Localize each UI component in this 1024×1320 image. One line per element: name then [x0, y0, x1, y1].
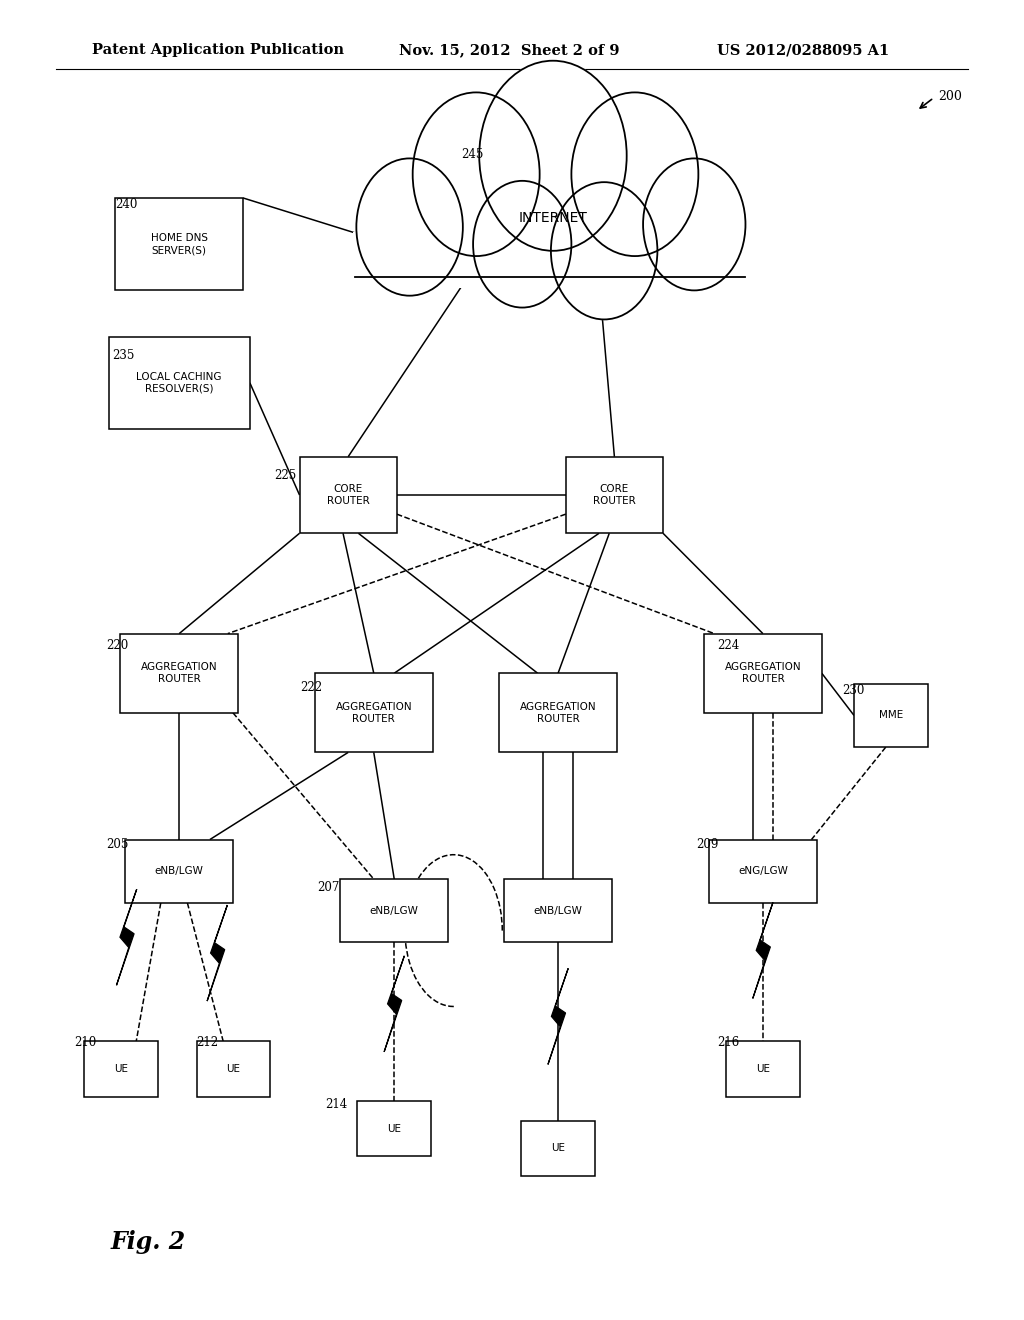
Text: UE: UE	[114, 1064, 128, 1074]
Circle shape	[356, 158, 463, 296]
FancyBboxPatch shape	[84, 1041, 158, 1097]
Text: UE: UE	[387, 1123, 401, 1134]
Polygon shape	[384, 956, 404, 1052]
Text: INTERNET: INTERNET	[518, 211, 588, 224]
Polygon shape	[548, 969, 568, 1064]
Circle shape	[479, 61, 627, 251]
FancyBboxPatch shape	[300, 457, 397, 533]
Text: eNG/LGW: eNG/LGW	[738, 866, 787, 876]
Text: 220: 220	[106, 639, 129, 652]
Text: AGGREGATION
ROUTER: AGGREGATION ROUTER	[336, 702, 412, 723]
Text: UE: UE	[551, 1143, 565, 1154]
Text: eNB/LGW: eNB/LGW	[370, 906, 419, 916]
Text: CORE
ROUTER: CORE ROUTER	[327, 484, 370, 506]
FancyBboxPatch shape	[340, 879, 449, 942]
Text: UE: UE	[756, 1064, 770, 1074]
Text: 212: 212	[197, 1036, 219, 1049]
FancyBboxPatch shape	[121, 634, 238, 713]
Text: AGGREGATION
ROUTER: AGGREGATION ROUTER	[141, 663, 217, 684]
Text: US 2012/0288095 A1: US 2012/0288095 A1	[717, 44, 889, 57]
FancyBboxPatch shape	[709, 840, 817, 903]
Text: LOCAL CACHING
RESOLVER(S): LOCAL CACHING RESOLVER(S)	[136, 372, 222, 393]
FancyBboxPatch shape	[357, 1101, 431, 1156]
FancyBboxPatch shape	[521, 1121, 595, 1176]
Text: 240: 240	[115, 198, 137, 211]
Text: AGGREGATION
ROUTER: AGGREGATION ROUTER	[725, 663, 801, 684]
Text: 235: 235	[113, 348, 135, 362]
FancyBboxPatch shape	[854, 684, 928, 747]
Polygon shape	[207, 906, 227, 1001]
Text: 200: 200	[938, 90, 962, 103]
Circle shape	[473, 181, 571, 308]
FancyBboxPatch shape	[125, 840, 232, 903]
Text: 207: 207	[317, 880, 340, 894]
Text: Fig. 2: Fig. 2	[111, 1230, 185, 1254]
Text: UE: UE	[226, 1064, 241, 1074]
FancyBboxPatch shape	[726, 1041, 800, 1097]
FancyBboxPatch shape	[115, 198, 244, 290]
Text: 224: 224	[717, 639, 739, 652]
FancyBboxPatch shape	[505, 879, 612, 942]
FancyBboxPatch shape	[565, 457, 664, 533]
Circle shape	[571, 92, 698, 256]
Text: HOME DNS
SERVER(S): HOME DNS SERVER(S)	[151, 234, 208, 255]
Circle shape	[643, 158, 745, 290]
Text: eNB/LGW: eNB/LGW	[155, 866, 204, 876]
Circle shape	[413, 92, 540, 256]
Text: 225: 225	[274, 469, 297, 482]
Text: 210: 210	[74, 1036, 96, 1049]
Text: 214: 214	[326, 1098, 348, 1111]
Text: MME: MME	[879, 710, 903, 721]
Text: 230: 230	[842, 684, 864, 697]
FancyBboxPatch shape	[315, 673, 432, 752]
FancyBboxPatch shape	[197, 1041, 270, 1097]
Text: 209: 209	[696, 838, 719, 851]
Polygon shape	[117, 890, 137, 985]
Text: 216: 216	[717, 1036, 739, 1049]
Text: CORE
ROUTER: CORE ROUTER	[593, 484, 636, 506]
FancyBboxPatch shape	[109, 337, 250, 429]
Text: eNB/LGW: eNB/LGW	[534, 906, 583, 916]
Circle shape	[551, 182, 657, 319]
Text: 205: 205	[106, 838, 129, 851]
Text: 222: 222	[300, 681, 323, 694]
FancyBboxPatch shape	[705, 634, 821, 713]
FancyBboxPatch shape	[500, 673, 616, 752]
Text: 245: 245	[461, 148, 483, 161]
Text: Nov. 15, 2012  Sheet 2 of 9: Nov. 15, 2012 Sheet 2 of 9	[399, 44, 620, 57]
Text: AGGREGATION
ROUTER: AGGREGATION ROUTER	[520, 702, 596, 723]
Text: Patent Application Publication: Patent Application Publication	[92, 44, 344, 57]
Polygon shape	[753, 903, 773, 998]
FancyBboxPatch shape	[353, 232, 732, 288]
